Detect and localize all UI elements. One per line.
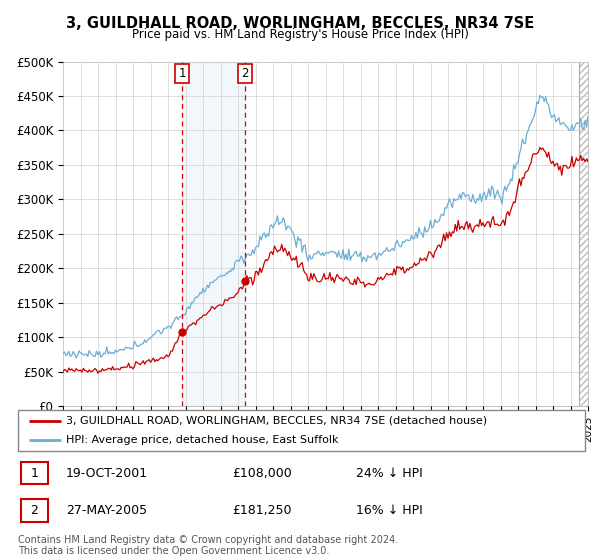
Text: 24% ↓ HPI: 24% ↓ HPI — [356, 466, 423, 479]
Text: 1: 1 — [31, 466, 38, 479]
Text: £108,000: £108,000 — [232, 466, 292, 479]
Text: 16% ↓ HPI: 16% ↓ HPI — [356, 505, 423, 517]
Text: Contains HM Land Registry data © Crown copyright and database right 2024.
This d: Contains HM Land Registry data © Crown c… — [18, 535, 398, 557]
FancyBboxPatch shape — [21, 500, 48, 522]
Text: 27-MAY-2005: 27-MAY-2005 — [66, 505, 147, 517]
Text: 2: 2 — [241, 67, 249, 80]
Text: 3, GUILDHALL ROAD, WORLINGHAM, BECCLES, NR34 7SE (detached house): 3, GUILDHALL ROAD, WORLINGHAM, BECCLES, … — [66, 416, 487, 426]
FancyBboxPatch shape — [21, 461, 48, 484]
FancyBboxPatch shape — [18, 410, 585, 451]
Text: 19-OCT-2001: 19-OCT-2001 — [66, 466, 148, 479]
Text: 1: 1 — [178, 67, 186, 80]
Bar — [579, 62, 588, 406]
Text: 3, GUILDHALL ROAD, WORLINGHAM, BECCLES, NR34 7SE: 3, GUILDHALL ROAD, WORLINGHAM, BECCLES, … — [66, 16, 534, 31]
Bar — [182, 62, 245, 406]
Text: HPI: Average price, detached house, East Suffolk: HPI: Average price, detached house, East… — [66, 435, 338, 445]
Text: Price paid vs. HM Land Registry's House Price Index (HPI): Price paid vs. HM Land Registry's House … — [131, 28, 469, 41]
Text: £181,250: £181,250 — [232, 505, 292, 517]
Bar — [579, 62, 588, 406]
Text: 2: 2 — [31, 505, 38, 517]
